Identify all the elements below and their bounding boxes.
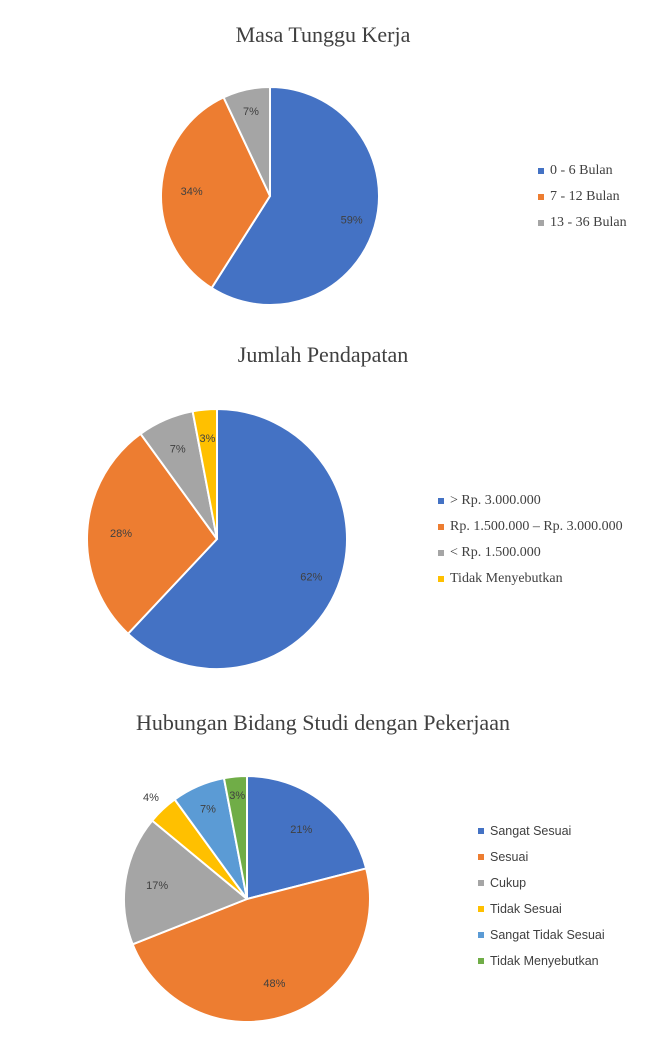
- legend-swatch: [538, 194, 544, 200]
- legend-item: Rp. 1.500.000 – Rp. 3.000.000: [438, 514, 623, 540]
- legend-label: 7 - 12 Bulan: [550, 189, 620, 204]
- pie-slice: [191, 407, 218, 540]
- data-label: 7%: [243, 106, 259, 118]
- data-label: 21%: [290, 824, 312, 836]
- legend-label: Tidak Menyebutkan: [490, 954, 599, 968]
- legend-swatch: [438, 498, 444, 504]
- data-label: 62%: [300, 571, 322, 583]
- legend-swatch: [478, 880, 484, 886]
- chart-3-title: Hubungan Bidang Studi dengan Pekerjaan: [136, 710, 510, 735]
- pie-slice: [210, 85, 380, 306]
- legend-swatch: [538, 220, 544, 226]
- data-label: 17%: [146, 880, 168, 892]
- data-label: 3%: [200, 433, 216, 445]
- data-label: 4%: [143, 792, 159, 804]
- legend-swatch: [438, 524, 444, 530]
- pie-slice: [126, 407, 348, 670]
- legend-swatch: [478, 854, 484, 860]
- pie-slice: [123, 819, 249, 946]
- legend-swatch: [538, 168, 544, 174]
- legend-item: Tidak Menyebutkan: [438, 566, 623, 592]
- legend-label: Cukup: [490, 876, 527, 890]
- data-label: 48%: [263, 978, 285, 990]
- legend-item: 7 - 12 Bulan: [538, 184, 627, 210]
- legend-item: 13 - 36 Bulan: [538, 210, 627, 236]
- data-label: 7%: [170, 443, 186, 455]
- chart-2-legend: > Rp. 3.000.000 Rp. 1.500.000 – Rp. 3.00…: [438, 488, 623, 592]
- legend-label: Tidak Sesuai: [490, 902, 562, 916]
- pie-slice: [160, 96, 272, 290]
- legend-item: > Rp. 3.000.000: [438, 488, 623, 514]
- legend-swatch: [478, 906, 484, 912]
- legend-item: Sangat Sesuai: [478, 818, 605, 844]
- pie-slice: [222, 774, 248, 900]
- legend-item: Cukup: [478, 870, 605, 896]
- chart-3-legend: Sangat Sesuai Sesuai Cukup Tidak Sesuai …: [478, 818, 605, 974]
- legend-item: Tidak Menyebutkan: [478, 948, 605, 974]
- pie-slice: [131, 867, 371, 1023]
- legend-label: Sesuai: [490, 850, 529, 864]
- legend-swatch: [438, 550, 444, 556]
- legend-label: 0 - 6 Bulan: [550, 163, 613, 178]
- legend-swatch: [478, 932, 484, 938]
- legend-label: Sangat Tidak Sesuai: [490, 928, 605, 942]
- legend-swatch: [438, 576, 444, 582]
- data-label: 59%: [341, 215, 363, 227]
- pie-slice: [86, 432, 219, 636]
- legend-swatch: [478, 828, 484, 834]
- legend-item: 0 - 6 Bulan: [538, 158, 627, 184]
- chart-2-title: Jumlah Pendapatan: [237, 342, 409, 367]
- data-label: 7%: [200, 804, 216, 816]
- legend-item: < Rp. 1.500.000: [438, 540, 623, 566]
- chart-3-pie: 21% 48% 17% 4% 7% 3%: [123, 774, 371, 1023]
- data-label: 34%: [181, 186, 203, 198]
- legend-label: < Rp. 1.500.000: [450, 545, 541, 560]
- legend-label: Rp. 1.500.000 – Rp. 3.000.000: [450, 519, 623, 534]
- legend-label: > Rp. 3.000.000: [450, 493, 541, 508]
- legend-label: Tidak Menyebutkan: [450, 571, 563, 586]
- legend-item: Tidak Sesuai: [478, 896, 605, 922]
- legend-item: Sesuai: [478, 844, 605, 870]
- chart-1-legend: 0 - 6 Bulan 7 - 12 Bulan 13 - 36 Bulan: [538, 158, 627, 236]
- legend-label: 13 - 36 Bulan: [550, 215, 627, 230]
- chart-1-pie: 59% 34% 7%: [160, 85, 380, 306]
- data-label: 3%: [229, 790, 245, 802]
- data-label: 28%: [110, 528, 132, 540]
- legend-swatch: [478, 958, 484, 964]
- chart-2-pie: 62% 28% 7% 3%: [86, 407, 348, 670]
- pie-slice: [222, 85, 271, 197]
- legend-label: Sangat Sesuai: [490, 824, 572, 838]
- chart-1-title: Masa Tunggu Kerja: [235, 22, 411, 47]
- pie-slice: [246, 774, 368, 901]
- legend-item: Sangat Tidak Sesuai: [478, 922, 605, 948]
